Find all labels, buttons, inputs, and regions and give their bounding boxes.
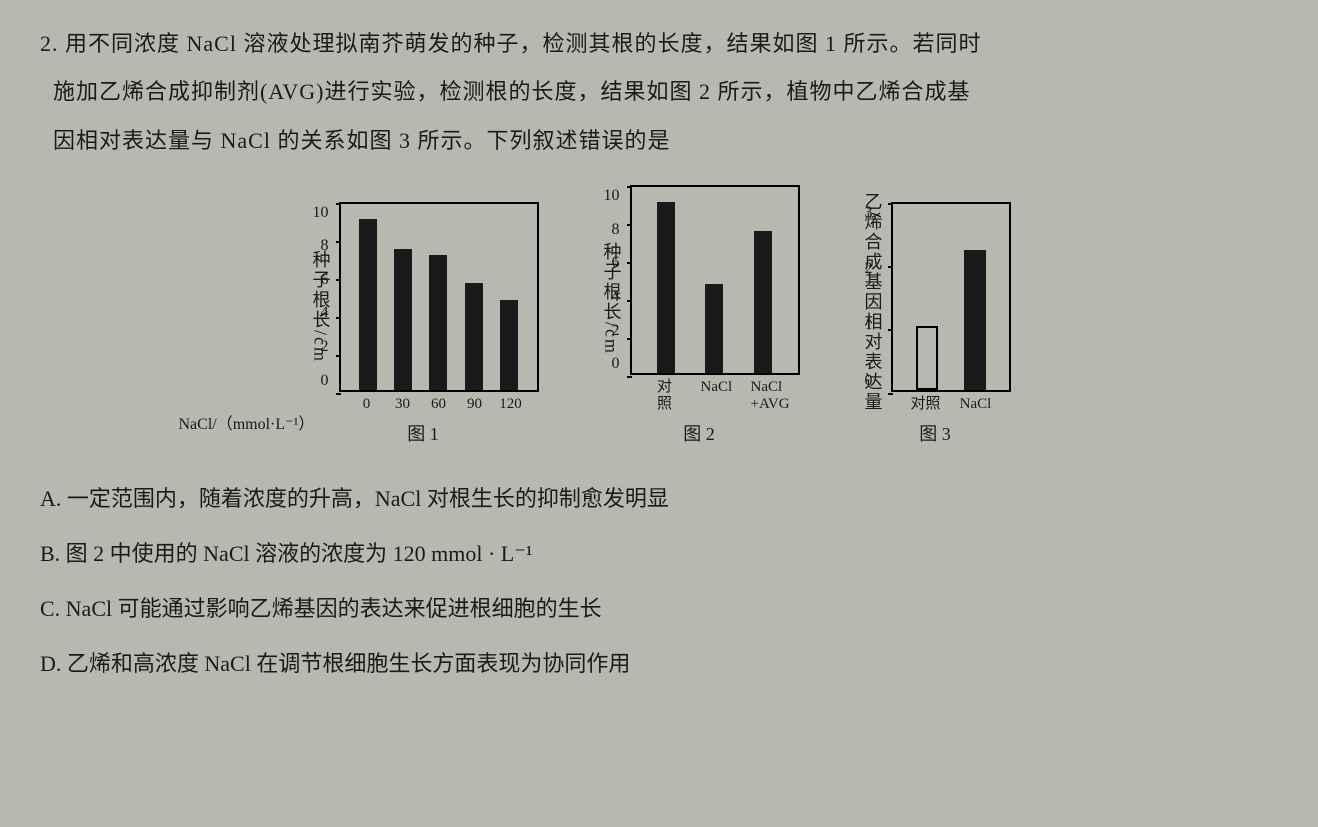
- question-line-2: 施加乙烯合成抑制剂(AVG)进行实验，检测根的长度，结果如图 2 所示，植物中乙…: [53, 79, 970, 104]
- option-c[interactable]: C. NaCl 可能通过影响乙烯基因的表达来促进根细胞的生长: [40, 581, 1278, 636]
- xtick-label: NaCl: [960, 396, 992, 413]
- chart-1-xlabels: 0 30 60 90 120: [339, 396, 539, 413]
- ytick-mark: [627, 376, 632, 378]
- chart-1-plot: 1086420: [339, 202, 539, 392]
- ytick-mark: [336, 241, 341, 243]
- ytick-mark: [336, 279, 341, 281]
- xtick-label: 对照: [910, 396, 942, 413]
- chart-3-plot: 3210: [891, 202, 1011, 392]
- bar: [394, 249, 412, 390]
- chart-2-plot: 1086420: [630, 185, 800, 375]
- bar: [657, 202, 675, 373]
- ytick-mark: [627, 262, 632, 264]
- bar: [500, 300, 518, 389]
- chart-3-ylabel: 乙烯合成基因相对表达量: [860, 192, 886, 412]
- ytick-mark: [627, 338, 632, 340]
- bar: [916, 326, 938, 389]
- ytick-mark: [336, 317, 341, 319]
- chart-3-yticks: 3 2 1 0: [865, 204, 873, 390]
- ytick-label: 10: [604, 187, 620, 205]
- bar: [359, 219, 377, 390]
- ytick-label: 3: [865, 204, 873, 222]
- answer-options: A. 一定范围内，随着浓度的升高，NaCl 对根生长的抑制愈发明显 B. 图 2…: [40, 471, 1278, 691]
- bar: [964, 250, 986, 389]
- option-d[interactable]: D. 乙烯和高浓度 NaCl 在调节根细胞生长方面表现为协同作用: [40, 636, 1278, 691]
- ytick-label: 2: [321, 338, 329, 356]
- charts-container: 种子根长/cm 1086420 NaCl/（mmol·L⁻¹） 03060901…: [40, 185, 1278, 446]
- question-line-1: 用不同浓度 NaCl 溶液处理拟南芥萌发的种子，检测其根的长度，结果如图 1 所…: [65, 31, 981, 56]
- ytick-label: 10: [313, 204, 329, 222]
- xtick-label: 对照: [651, 379, 679, 412]
- ytick-mark: [888, 266, 893, 268]
- chart-1: 种子根长/cm 1086420 NaCl/（mmol·L⁻¹） 03060901…: [308, 202, 539, 447]
- ytick-label: 0: [612, 355, 620, 373]
- question-stem: 2. 用不同浓度 NaCl 溶液处理拟南芥萌发的种子，检测其根的长度，结果如图 …: [40, 20, 1278, 165]
- chart-1-yticks: 10 8 6 4 2 0: [313, 204, 329, 390]
- bar: [754, 231, 772, 374]
- ytick-mark: [627, 224, 632, 226]
- ytick-label: 4: [321, 304, 329, 322]
- ytick-label: 8: [612, 221, 620, 239]
- chart-2-caption: 图 2: [683, 420, 715, 446]
- xtick-label: 0: [353, 396, 381, 413]
- chart-3-caption: 图 3: [919, 420, 951, 446]
- chart-2-yticks: 10 8 6 4 2 0: [604, 187, 620, 373]
- ytick-mark: [627, 300, 632, 302]
- option-a[interactable]: A. 一定范围内，随着浓度的升高，NaCl 对根生长的抑制愈发明显: [40, 471, 1278, 526]
- xtick-label: 120: [497, 396, 525, 413]
- bar: [705, 284, 723, 373]
- ytick-mark: [336, 355, 341, 357]
- chart-3: 乙烯合成基因相对表达量 3 2 1 0 对照 NaCl 图 3: [860, 192, 1011, 446]
- ytick-label: 2: [612, 322, 620, 340]
- question-line-3: 因相对表达量与 NaCl 的关系如图 3 所示。下列叙述错误的是: [53, 128, 670, 153]
- question-number: 2.: [40, 31, 59, 56]
- xtick-label: NaCl+AVG: [751, 379, 779, 412]
- chart-2: 种子根长/cm 1086420 对照NaClNaCl+AVG 图 2: [599, 185, 800, 446]
- ytick-mark: [336, 203, 341, 205]
- ytick-mark: [627, 186, 632, 188]
- xtick-label: 60: [425, 396, 453, 413]
- ytick-mark: [888, 329, 893, 331]
- ytick-mark: [888, 393, 893, 395]
- chart-2-xlabels: 对照 NaCl NaCl+AVG: [630, 379, 800, 412]
- ytick-label: 4: [612, 288, 620, 306]
- bar: [465, 283, 483, 389]
- ytick-label: 0: [321, 372, 329, 390]
- xtick-label: NaCl: [701, 379, 729, 412]
- bar: [429, 255, 447, 390]
- xtick-label: 30: [389, 396, 417, 413]
- option-b[interactable]: B. 图 2 中使用的 NaCl 溶液的浓度为 120 mmol · L⁻¹: [40, 526, 1278, 581]
- chart-1-xlabel-prefix: NaCl/（mmol·L⁻¹）: [179, 410, 315, 434]
- ytick-mark: [336, 393, 341, 395]
- ytick-label: 0: [865, 372, 873, 390]
- chart-3-xlabels: 对照 NaCl: [891, 396, 1011, 413]
- ytick-label: 6: [612, 254, 620, 272]
- ytick-label: 1: [865, 316, 873, 334]
- ytick-label: 2: [865, 260, 873, 278]
- ytick-label: 8: [321, 237, 329, 255]
- xtick-label: 90: [461, 396, 489, 413]
- ytick-label: 6: [321, 271, 329, 289]
- chart-1-caption: 图 1: [407, 420, 439, 446]
- ytick-mark: [888, 203, 893, 205]
